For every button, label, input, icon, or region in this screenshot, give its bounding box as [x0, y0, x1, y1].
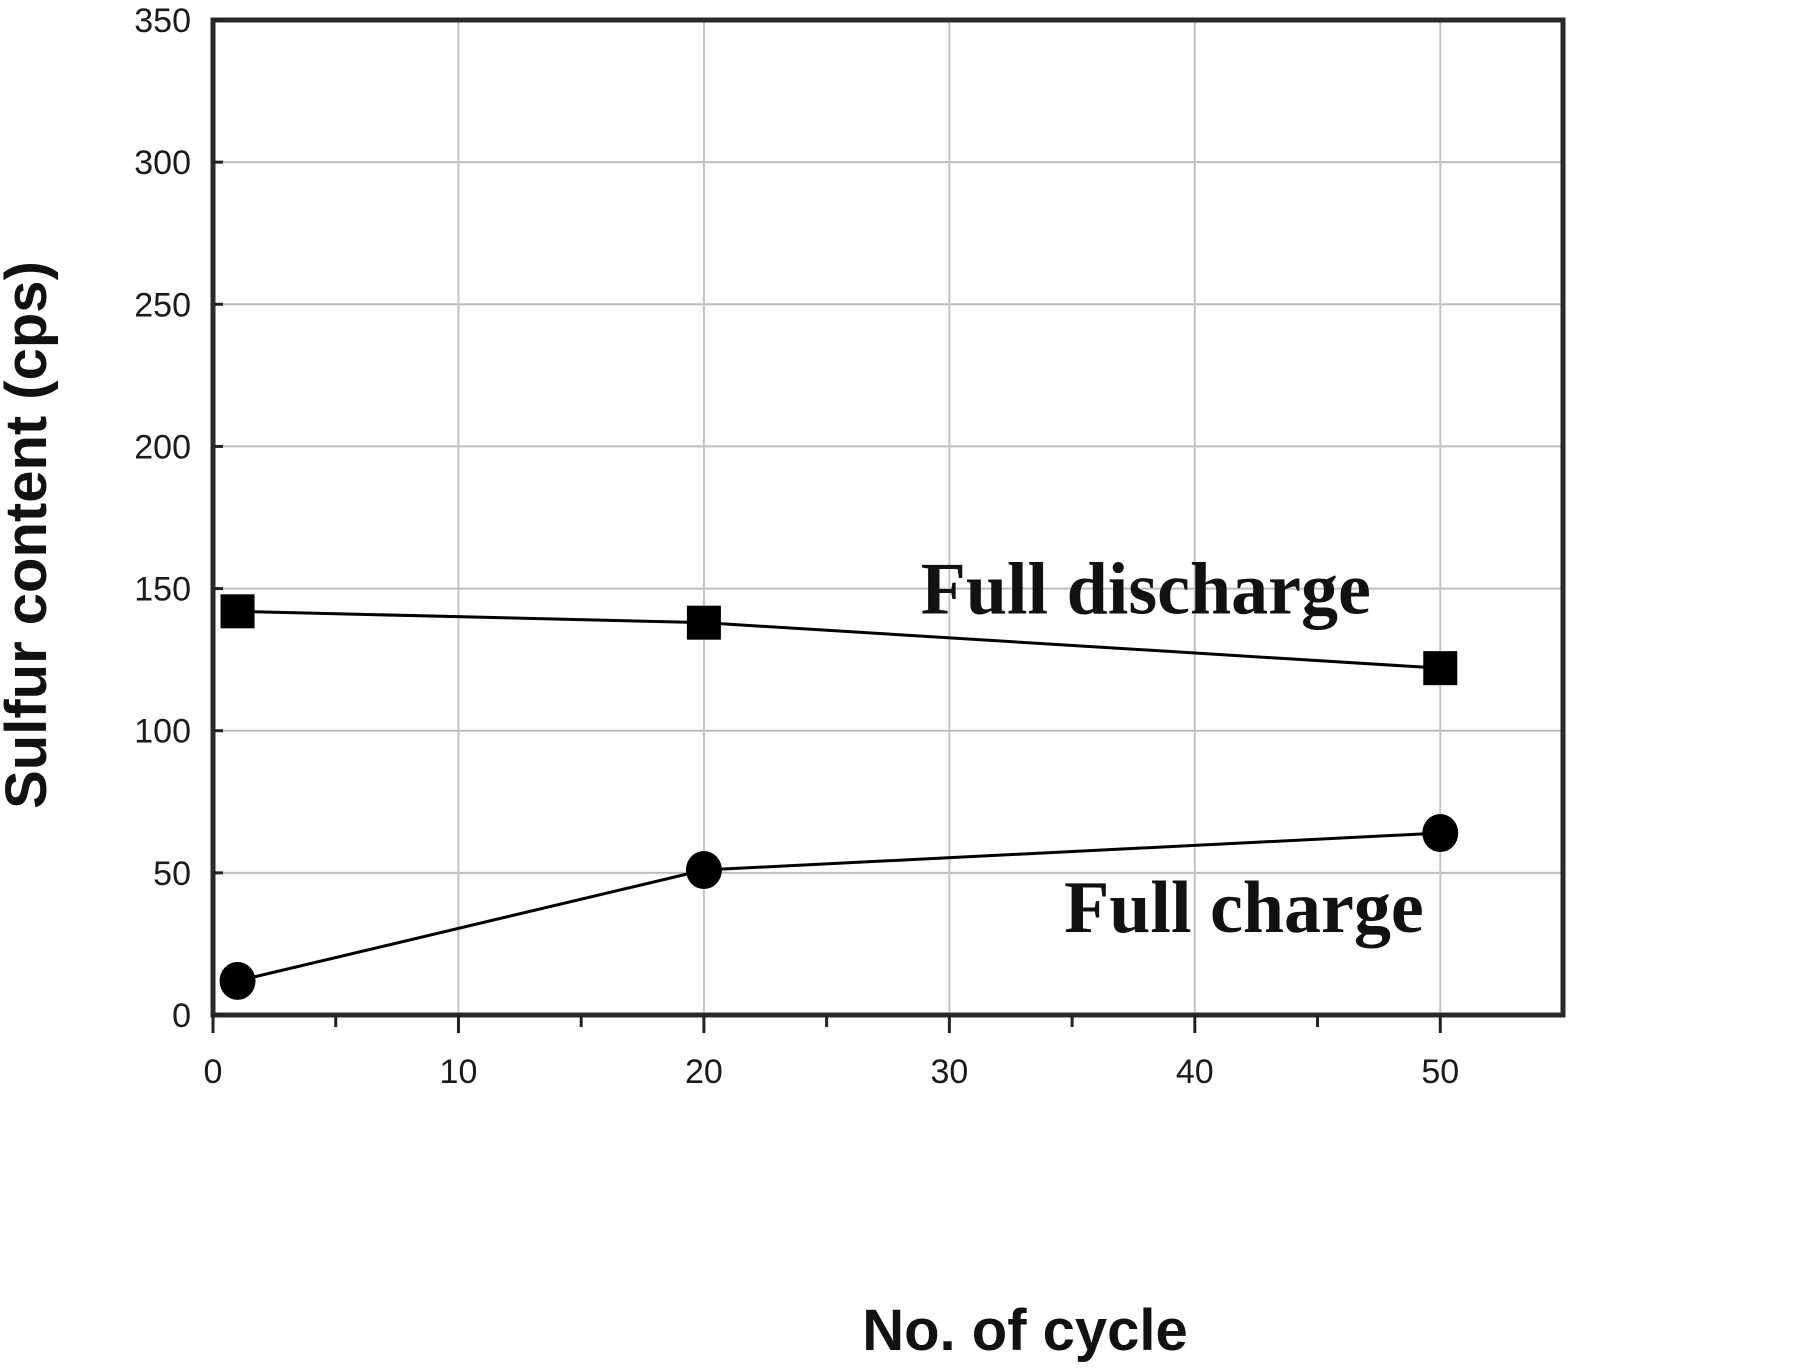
- grid-lines: [213, 20, 1563, 1015]
- x-tick-label: 30: [930, 1053, 968, 1091]
- data-point-circle: [1422, 814, 1459, 853]
- x-tick-label: 50: [1421, 1053, 1459, 1091]
- y-axis-title: Sulfur content (cps): [0, 261, 59, 809]
- data-series: [219, 594, 1459, 1000]
- data-point-circle: [219, 961, 256, 1000]
- data-point-square: [1423, 651, 1458, 686]
- y-tick-label: 50: [153, 855, 191, 893]
- plot-frame: [210, 17, 1566, 1018]
- x-axis-ticks: 0 10 20 30 40 50: [204, 1015, 1459, 1091]
- x-axis-title: No. of cycle: [862, 1298, 1188, 1363]
- y-tick-label: 100: [134, 713, 191, 751]
- y-tick-label: 250: [134, 286, 191, 324]
- y-tick-label: 0: [172, 997, 191, 1035]
- annotation-full-discharge: Full discharge: [921, 549, 1371, 631]
- annotation-full-charge: Full charge: [1064, 867, 1424, 949]
- data-point-circle: [685, 851, 722, 890]
- y-tick-label: 150: [134, 571, 191, 609]
- series-annotations: Full discharge Full charge: [921, 549, 1424, 949]
- axes: [210, 17, 1566, 1018]
- y-tick-label: 200: [134, 428, 191, 466]
- y-tick-label: 300: [134, 144, 191, 182]
- y-axis-ticks: 0 50 100 150 200 250 300 350: [134, 2, 223, 1035]
- data-point-square: [220, 594, 255, 629]
- y-tick-label: 350: [134, 2, 191, 40]
- x-tick-label: 0: [204, 1053, 223, 1091]
- x-tick-label: 20: [685, 1053, 723, 1091]
- data-point-square: [686, 605, 721, 640]
- x-tick-label: 40: [1176, 1053, 1214, 1091]
- x-tick-label: 10: [440, 1053, 478, 1091]
